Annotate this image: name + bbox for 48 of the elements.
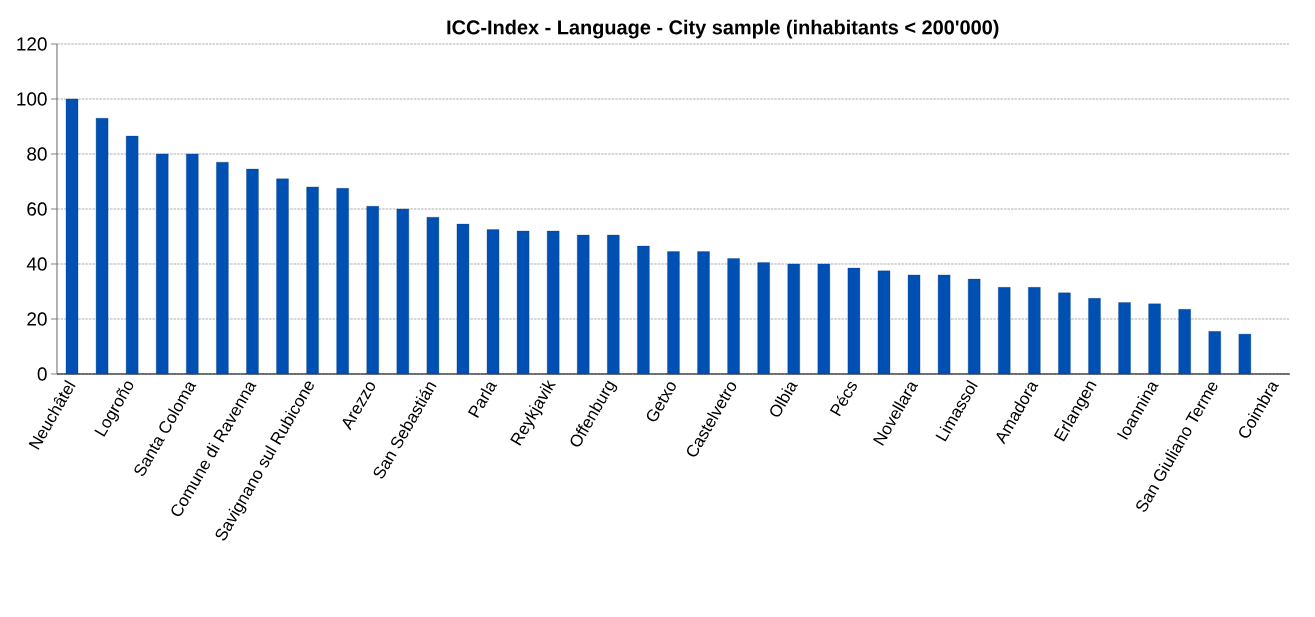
bar: [547, 230, 560, 375]
bar: [998, 287, 1011, 375]
y-tick-label: 20: [27, 312, 47, 326]
bar: [667, 251, 680, 375]
bar: [1238, 333, 1251, 375]
bar: [95, 118, 109, 375]
bar: [246, 168, 259, 375]
bar: [126, 135, 139, 375]
bar: [847, 267, 861, 375]
bar: [336, 188, 349, 375]
y-tick-label: 100: [17, 92, 47, 106]
bar: [456, 223, 470, 375]
bar: [968, 278, 981, 375]
bar: [156, 153, 169, 375]
bar: [516, 230, 530, 375]
bar: [907, 274, 921, 375]
bar: [877, 270, 891, 375]
bar: [306, 186, 319, 375]
bar: [396, 208, 409, 375]
bar: [1118, 302, 1131, 375]
y-tick-label: 40: [26, 257, 47, 271]
bar: [186, 153, 199, 375]
bar: [697, 251, 710, 375]
bar: [787, 263, 800, 375]
bar: [637, 245, 650, 375]
bar: [607, 234, 620, 375]
bar: [757, 262, 770, 375]
bar: [1178, 309, 1191, 375]
bar: [1028, 287, 1041, 375]
chart-title: ICC-Index - Language - City sample (inhabitants < 200'000): [447, 19, 999, 39]
bar: [727, 258, 740, 375]
y-tick-label: 120: [17, 37, 47, 51]
bar: [216, 162, 229, 375]
bar: [65, 98, 79, 375]
bar: [426, 217, 440, 375]
y-tick-label: 80: [27, 147, 47, 161]
bar: [486, 229, 500, 375]
bar: [577, 234, 590, 375]
bar: [937, 274, 951, 375]
y-tick-label: 60: [27, 202, 47, 216]
bar: [1058, 292, 1071, 375]
bar: [366, 206, 379, 375]
bar: [1088, 298, 1101, 375]
bar: [276, 178, 289, 375]
y-tick-label: 0: [37, 367, 47, 381]
bar: [817, 263, 830, 375]
bar: [1208, 331, 1221, 375]
bar: [1148, 303, 1161, 375]
